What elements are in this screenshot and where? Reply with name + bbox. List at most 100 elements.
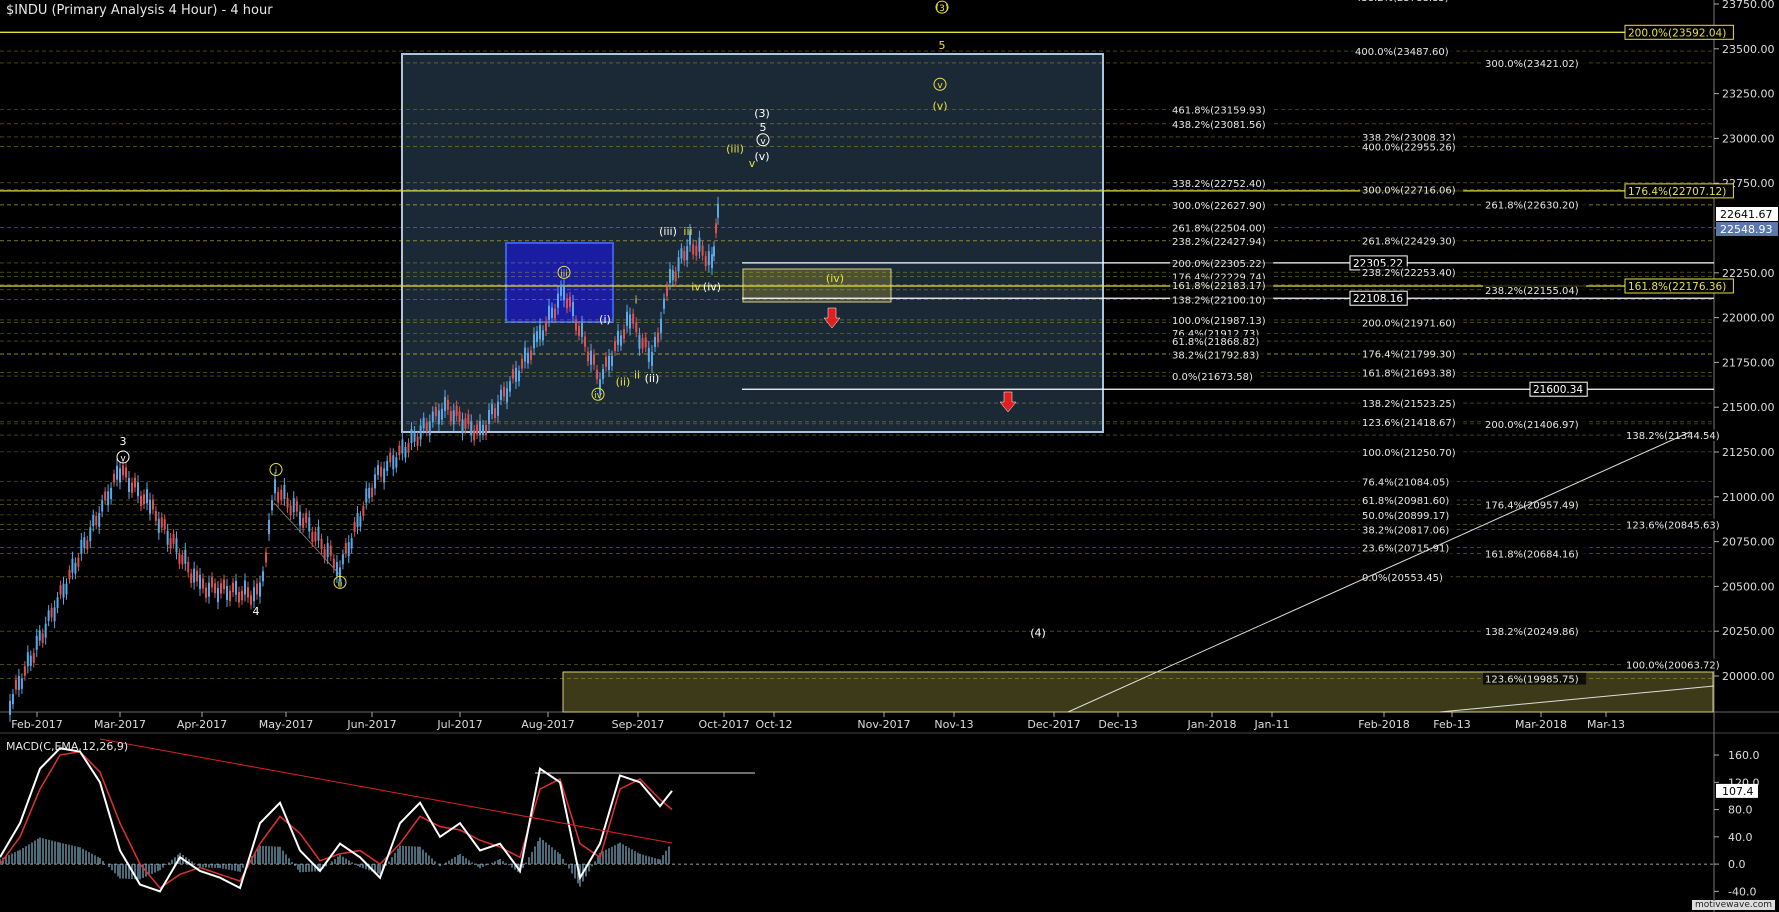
price-candle: [551, 307, 553, 318]
price-candle: [146, 489, 148, 504]
price-candle: [9, 700, 11, 715]
price-candle: [608, 355, 610, 370]
key-level-box: [1624, 183, 1734, 199]
price-candle: [238, 591, 240, 603]
price-candle: [711, 254, 713, 269]
price-candle: [77, 557, 80, 567]
price-candle: [377, 465, 380, 476]
wave-label: i: [275, 467, 278, 477]
macd-trend-line: [99, 738, 673, 844]
price-candle: [305, 513, 308, 523]
price-candle: [602, 369, 604, 380]
fib-label: 100.0%(20063.72): [1626, 661, 1720, 672]
price-candle: [332, 558, 335, 569]
price-candle: [521, 358, 523, 369]
price-candle: [629, 314, 631, 329]
key-level-box: [1624, 278, 1734, 294]
price-box: [1716, 207, 1778, 221]
watermark: motivewave.com: [1692, 900, 1775, 910]
wave-label: 5: [939, 39, 946, 52]
price-candle: [217, 588, 219, 603]
price-candle: [715, 223, 717, 234]
fib-label: 123.6%(21418.67): [1362, 418, 1456, 429]
price-candle: [211, 577, 213, 588]
price-candle: [572, 302, 574, 317]
fib-label-bg: [1353, 45, 1457, 58]
fib-label: 138.2%(21523.25): [1362, 399, 1456, 410]
price-candle: [368, 487, 371, 499]
price-candle: [497, 401, 499, 416]
price-box-label: 22641.67: [1720, 208, 1773, 221]
price-candle: [536, 331, 538, 343]
fib-label-bg: [1360, 508, 1457, 521]
price-candle: [59, 585, 62, 595]
y-tick-label: 20250.00: [1722, 625, 1775, 638]
price-candle: [371, 487, 374, 498]
price-candle: [17, 675, 20, 690]
wave-label: (ii): [616, 376, 631, 389]
fib-label-bg: [1170, 313, 1274, 326]
macd-value-label: 107.4: [1722, 785, 1754, 798]
price-candle: [65, 583, 68, 595]
price-candle: [674, 271, 677, 282]
y-tick-label: 23500.00: [1722, 43, 1775, 56]
price-candle: [635, 322, 638, 333]
price-candle: [83, 537, 86, 549]
price-candle: [446, 399, 449, 410]
price-candle: [392, 455, 395, 470]
price-candle: [128, 478, 130, 493]
price-candle: [110, 487, 113, 500]
x-tick-label: Mar-2018: [1515, 718, 1567, 731]
price-candle: [101, 500, 104, 512]
wave-label: (iv): [826, 272, 844, 285]
price-candle: [232, 582, 234, 593]
price-candle: [717, 203, 719, 218]
price-candle: [283, 484, 286, 499]
fib-label-bg: [1483, 498, 1587, 511]
price-candle: [686, 246, 689, 261]
price-candle: [626, 311, 628, 326]
price-candle: [151, 499, 154, 510]
macd-value-box: [1716, 783, 1758, 798]
fib-label: 76.4%(21912.73): [1172, 329, 1259, 340]
x-tick-label: Dec-13: [1098, 718, 1137, 731]
price-candle: [104, 491, 107, 501]
price-candle: [317, 526, 320, 541]
key-level-box: [1624, 24, 1734, 40]
x-tick-label: Aug-2017: [521, 718, 574, 731]
y-tick-label: 21000.00: [1722, 491, 1775, 504]
price-candle: [353, 521, 356, 532]
price-candle: [205, 587, 207, 598]
wave-label: (3): [936, 4, 949, 14]
price-candle: [680, 248, 683, 259]
price-candle: [172, 534, 175, 544]
price-candle: [323, 548, 326, 559]
key-level-label: 21600.34: [1533, 384, 1583, 396]
fib-label: 200.0%(21406.97): [1485, 420, 1579, 431]
y-tick-label: 23750.00: [1722, 0, 1775, 11]
price-candle: [289, 505, 292, 516]
fib-label-bg: [1360, 366, 1464, 379]
price-candle: [56, 597, 59, 608]
macd-tick-label: -40.0: [1728, 885, 1756, 898]
y-tick-label: 22000.00: [1722, 312, 1775, 325]
fib-label: 200.0%(22305.22): [1172, 259, 1266, 270]
price-candle: [314, 531, 317, 542]
fib-label-bg: [1170, 278, 1274, 291]
price-candle: [584, 336, 586, 347]
price-candle: [299, 511, 301, 526]
x-tick-label: Sep-2017: [612, 718, 665, 731]
price-candle: [295, 501, 298, 512]
down-arrow-icon: [823, 307, 841, 329]
price-candle: [134, 477, 136, 488]
x-tick-label: Jan-2018: [1187, 718, 1237, 731]
fib-label: 261.8%(22630.20): [1485, 201, 1579, 212]
fib-label: 438.2%(23788.85): [1355, 0, 1449, 4]
price-candle: [419, 425, 422, 440]
price-candle: [455, 405, 458, 416]
trend-line: [1067, 431, 1691, 713]
fib-label-bg: [1483, 56, 1587, 69]
fib-label-bg: [1360, 347, 1464, 360]
price-candle: [389, 452, 392, 463]
wave-label: (iii): [659, 225, 677, 238]
